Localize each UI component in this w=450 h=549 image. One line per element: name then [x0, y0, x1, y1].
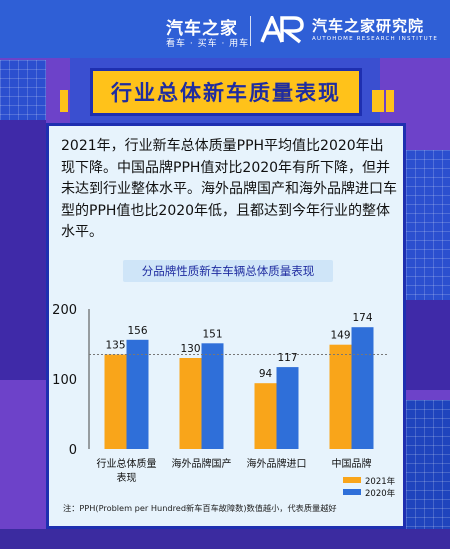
- legend-swatch: [343, 477, 361, 483]
- bar-value-label: 151: [202, 328, 222, 340]
- y-tick-label: 100: [52, 373, 77, 388]
- chart-title: 分品牌性质新车车辆总体质量表现: [123, 260, 333, 282]
- y-tick-label: 200: [52, 303, 77, 318]
- bar-value-label: 94: [259, 368, 273, 380]
- bar: [104, 354, 127, 449]
- brand-tagline: 看车 · 买车 · 用车: [166, 39, 250, 49]
- x-tick-label: 表现: [117, 471, 137, 484]
- bar: [276, 367, 299, 449]
- x-tick-label: 行业总体质量: [97, 457, 157, 470]
- bar-value-label: 135: [105, 340, 125, 352]
- bar: [329, 344, 352, 449]
- footnote: 注：PPH(Problem per Hundred新车百车故障数)数值越小，代表…: [63, 503, 337, 513]
- legend-label: 2021年: [365, 476, 396, 487]
- y-tick-label: 0: [69, 443, 77, 458]
- bar-value-label: 174: [352, 312, 372, 324]
- ahr-logo-icon: [260, 16, 304, 44]
- bar-value-label: 117: [277, 352, 297, 364]
- content-panel: 2021年，行业新车总体质量PPH平均值比2020年出现下降。中国品牌PPH值对…: [46, 123, 406, 529]
- bar: [254, 383, 277, 449]
- bar: [351, 327, 374, 449]
- bar: [201, 343, 224, 449]
- institute-english-name: AUTOHOME RESEARCH INSTITUTE: [312, 36, 439, 42]
- bar-value-label: 156: [127, 325, 147, 337]
- header: 汽车之家 看车 · 买车 · 用车 汽车之家研究院 AUTOHOME RESEA…: [0, 0, 450, 58]
- bar-value-label: 149: [330, 330, 350, 342]
- page-title-box: 行业总体新车质量表现: [90, 68, 362, 116]
- bar: [179, 358, 202, 449]
- x-tick-label: 海外品牌国产: [172, 457, 232, 470]
- institute-name: 汽车之家研究院: [312, 17, 425, 35]
- legend-label: 2020年: [365, 488, 396, 499]
- x-tick-label: 海外品牌进口: [247, 457, 307, 470]
- legend-swatch: [343, 489, 361, 495]
- x-tick-label: 中国品牌: [332, 457, 372, 470]
- logo-divider: [250, 16, 251, 46]
- description-text: 2021年，行业新车总体质量PPH平均值比2020年出现下降。中国品牌PPH值对…: [61, 138, 397, 240]
- brand-name: 汽车之家: [166, 19, 238, 39]
- bar-value-label: 130: [180, 343, 200, 355]
- page-title: 行业总体新车质量表现: [111, 81, 341, 105]
- bar: [126, 339, 149, 449]
